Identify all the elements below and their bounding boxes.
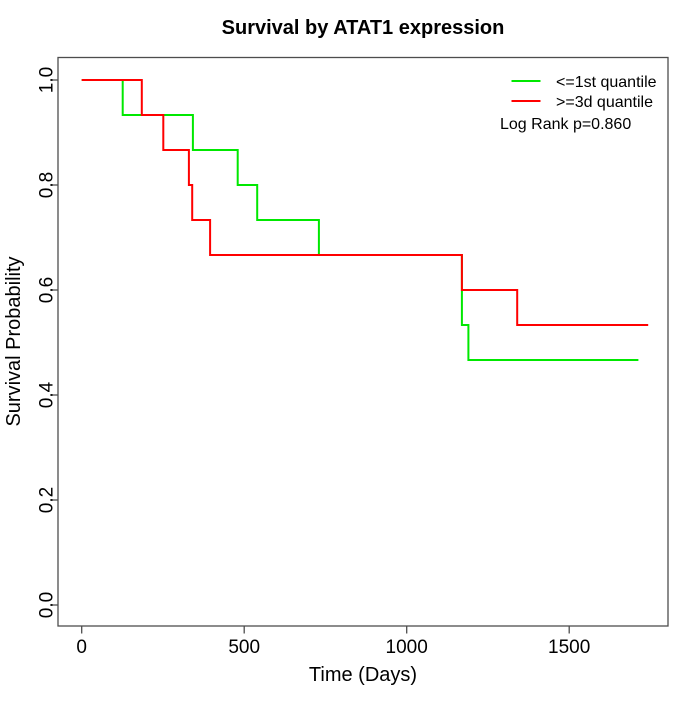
legend-label-red: >=3d quantile [556,94,653,111]
km-curve-ge-3d-quantile [81,79,649,326]
x-axis: 0 500 1000 1500 [76,626,590,658]
x-tick-label: 0 [76,637,87,658]
y-tick-label: 0.2 [37,487,58,513]
y-tick-label: 0.6 [37,277,58,303]
plot-box [57,56,669,627]
log-rank-note: Log Rank p=0.860 [500,116,631,133]
survival-curves [81,79,649,361]
legend-label-green: <=1st quantile [556,74,657,91]
y-axis-title: Survival Probability [3,256,25,426]
y-tick-label: 0.0 [37,592,58,618]
x-tick-label: 1000 [386,637,428,658]
x-tick-label: 1500 [548,637,590,658]
x-tick-label: 500 [228,637,260,658]
legend: <=1st quantile >=3d quantile Log Rank p=… [500,74,657,133]
y-tick-label: 0.4 [37,381,58,408]
y-axis: 0.0 0.2 0.4 0.6 0.8 1.0 [37,67,58,618]
y-tick-label: 1.0 [37,67,58,93]
x-axis-title: Time (Days) [309,664,417,686]
chart-title: Survival by ATAT1 expression [222,17,505,39]
y-tick-label: 0.8 [37,172,58,198]
